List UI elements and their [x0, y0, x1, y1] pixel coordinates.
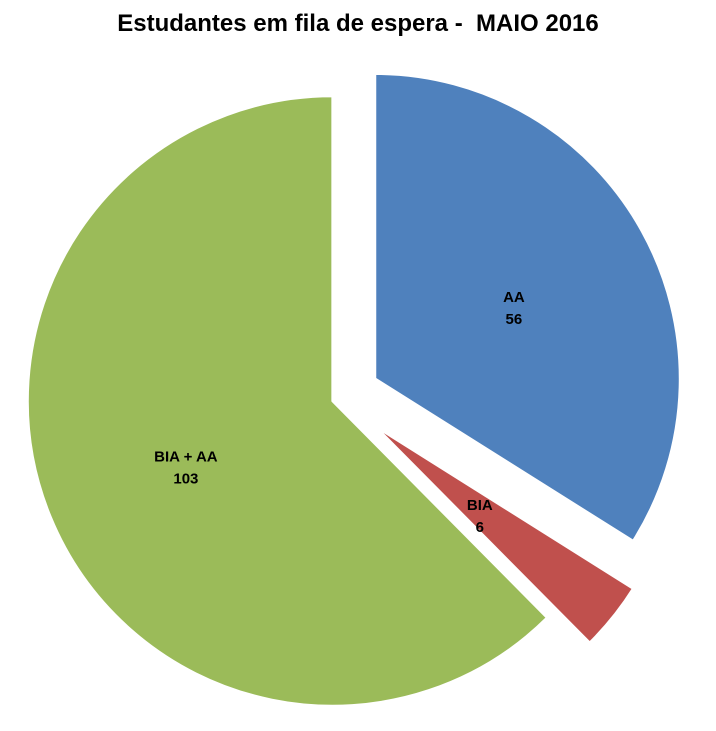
chart-title: Estudantes em fila de espera - MAIO 2016: [117, 10, 599, 37]
slice-label-aa: AA: [503, 289, 525, 306]
pie-slice-bia: [373, 424, 635, 645]
pie-slice-bia-aa: [26, 94, 549, 708]
slice-value-bia: 6: [476, 519, 484, 536]
slice-label-bia: BIA: [467, 497, 493, 514]
slice-label-bia-aa: BIA + AA: [154, 448, 218, 465]
slice-value-bia-aa: 103: [173, 470, 198, 487]
pie-slice-aa: [373, 72, 682, 543]
slice-value-aa: 56: [506, 311, 523, 328]
